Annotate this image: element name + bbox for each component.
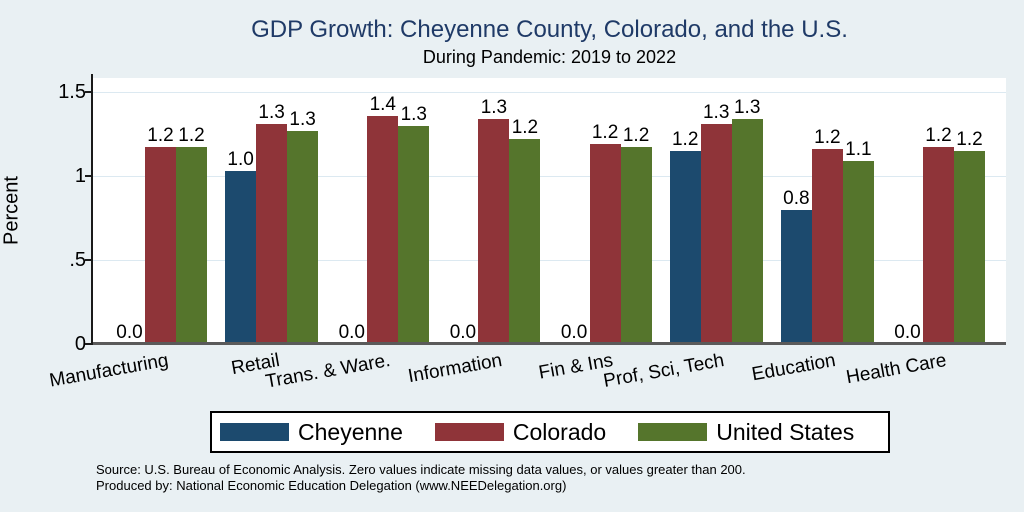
x-label-trans-ware: Trans. & Ware.	[264, 350, 393, 393]
footer-note: Source: U.S. Bureau of Economic Analysis…	[96, 462, 746, 493]
y-tick-15	[85, 91, 92, 93]
bar-value-label: 1.4	[369, 94, 396, 115]
x-label-retail: Retail	[229, 350, 282, 380]
y-tick-label: 1.5	[58, 81, 86, 103]
bar-group-information: 0.0 1.3 1.2	[447, 78, 541, 344]
x-label-manufacturing: Manufacturing	[47, 350, 171, 392]
bar-value-label: 1.2	[925, 125, 952, 146]
bar-value-label: 0.8	[783, 188, 810, 209]
bar-group-manufacturing: 0.0 1.2 1.2	[114, 78, 207, 344]
x-label-health-care: Health Care	[844, 350, 949, 389]
legend-label-cheyenne: Cheyenne	[298, 418, 403, 445]
gridline	[93, 92, 1006, 93]
bar-united-states-fin-ins: 1.2	[620, 126, 652, 344]
plot-area: 0.0 1.2 1.2 1.0 1.3 1.3 0.0 1.4 1.3 0.0 1.3 1.2 0.0 1…	[93, 78, 1006, 344]
bar-united-states-prof-sci-tech: 1.3	[731, 98, 763, 344]
bar-value-label: 1.3	[480, 97, 508, 118]
y-tick-5	[85, 259, 92, 261]
legend-item-cheyenne: Cheyenne	[220, 419, 403, 446]
bar-group-fin-ins: 0.0 1.2 1.2	[559, 78, 652, 344]
bar-united-states-health-care: 1.2	[953, 130, 985, 344]
y-tick-label: 0	[74, 333, 86, 355]
bar-value-label: 1.2	[671, 129, 699, 150]
x-label-education: Education	[750, 350, 837, 386]
y-tick-1	[85, 175, 92, 177]
bar-value-label: 1.2	[511, 117, 539, 138]
gridline	[93, 176, 1006, 177]
bar-cheyenne-retail: 1.0	[225, 150, 257, 344]
bar-value-label: 1.3	[400, 104, 427, 125]
bar-colorado-manufacturing: 1.2	[145, 126, 176, 344]
bar-colorado-retail: 1.3	[256, 103, 288, 344]
bar-value-label: 1.3	[702, 102, 730, 123]
legend-swatch-cheyenne	[220, 423, 289, 441]
bar-group-retail: 1.0 1.3 1.3	[225, 78, 319, 344]
y-tick-0	[85, 343, 92, 345]
x-axis-line	[93, 342, 1006, 345]
bar-colorado-education: 1.2	[811, 128, 843, 344]
bar-value-label: 0.0	[560, 322, 588, 343]
bar-value-label: 1.2	[814, 127, 841, 148]
bar-group-health-care: 0.0 1.2 1.2	[892, 78, 985, 344]
legend-swatch-colorado	[434, 423, 504, 441]
bar-value-label: 0.0	[894, 322, 921, 343]
bar-group-education: 0.8 1.2 1.1	[780, 78, 874, 344]
bar-value-label: 1.2	[591, 122, 619, 143]
bar-cheyenne-prof-sci-tech: 1.2	[669, 130, 701, 344]
bar-value-label: 1.1	[845, 139, 872, 160]
bar-united-states-education: 1.1	[842, 140, 874, 344]
bar-colorado-information: 1.3	[478, 98, 510, 344]
bar-value-label: 1.3	[733, 97, 761, 118]
bar-value-label: 0.0	[338, 322, 365, 343]
legend-label-colorado: Colorado	[512, 418, 607, 445]
bar-value-label: 0.0	[449, 322, 477, 343]
bar-colorado-prof-sci-tech: 1.3	[700, 103, 732, 344]
legend-item-united-states: United States	[638, 419, 854, 446]
legend-swatch-united-states	[638, 423, 708, 441]
chart-subtitle: During Pandemic: 2019 to 2022	[422, 47, 677, 67]
y-tick-label: .5	[69, 249, 86, 271]
bar-group-trans-ware: 0.0 1.4 1.3	[336, 78, 430, 344]
chart-title: GDP Growth: Cheyenne County, Colorado, a…	[251, 16, 848, 43]
x-label-fin-ins: Fin & Ins	[537, 350, 615, 384]
bar-value-label: 1.3	[289, 109, 316, 130]
bar-united-states-retail: 1.3	[287, 110, 319, 344]
bar-value-label: 1.3	[258, 102, 285, 123]
bar-colorado-trans-ware: 1.4	[367, 95, 399, 344]
bar-cheyenne-education: 0.8	[780, 189, 812, 344]
legend-label-united-states: United States	[716, 418, 855, 445]
bar-value-label: 1.2	[622, 125, 650, 146]
bar-united-states-manufacturing: 1.2	[176, 126, 207, 344]
bar-value-label: 1.2	[956, 129, 983, 150]
x-label-information: Information	[406, 350, 504, 388]
bar-value-label: 1.2	[147, 125, 174, 146]
y-tick-label: 1	[74, 165, 86, 187]
bar-value-label: 1.2	[178, 125, 205, 146]
legend: Cheyenne Colorado United States	[210, 411, 890, 453]
bar-group-prof-sci-tech: 1.2 1.3 1.3	[669, 78, 763, 344]
gridline	[93, 260, 1006, 261]
bar-value-label: 0.0	[116, 322, 143, 343]
bar-colorado-health-care: 1.2	[922, 126, 954, 344]
x-label-prof-sci-tech: Prof, Sci, Tech	[601, 350, 726, 392]
bar-value-label: 1.0	[227, 149, 254, 170]
footer-source-line: Source: U.S. Bureau of Economic Analysis…	[96, 462, 746, 477]
bar-united-states-information: 1.2	[509, 118, 541, 344]
legend-item-colorado: Colorado	[434, 418, 607, 446]
footer-producer-line: Produced by: National Economic Education…	[96, 477, 567, 493]
y-axis-line	[91, 74, 93, 345]
bar-colorado-fin-ins: 1.2	[589, 123, 621, 344]
bar-united-states-trans-ware: 1.3	[398, 105, 430, 344]
